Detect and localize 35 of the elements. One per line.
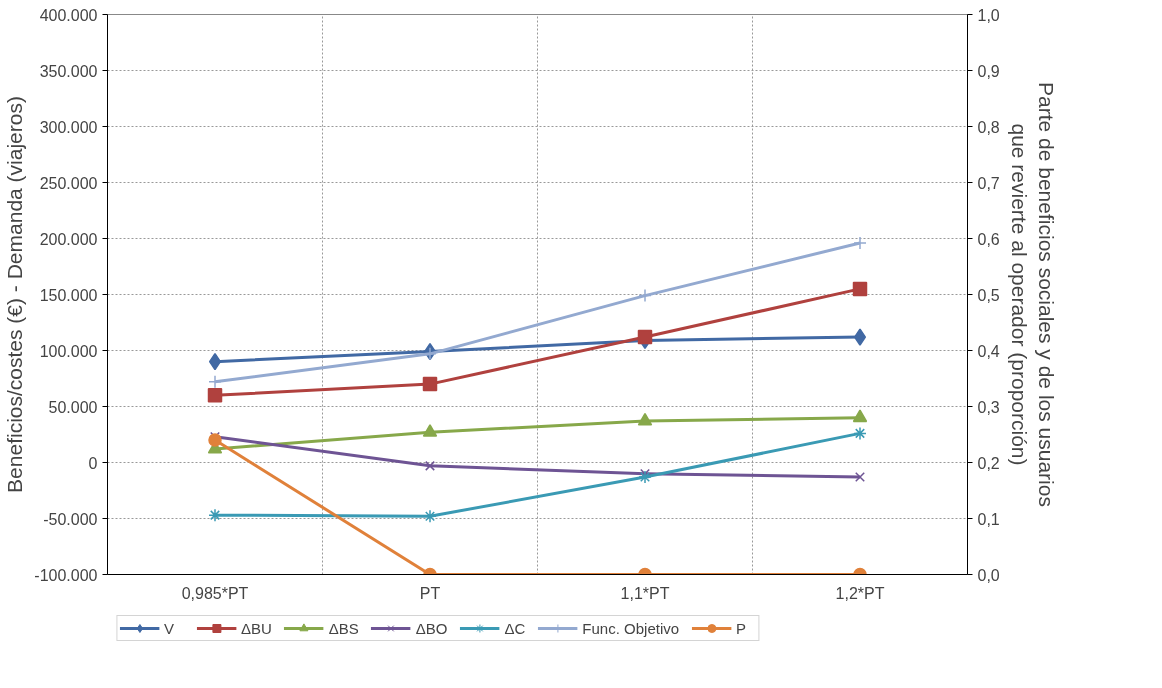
y-tick-label: 200.000	[39, 230, 98, 248]
y-tick-label: 300.000	[39, 118, 98, 136]
y-axis-title: Beneficios/costes (€) - Demanda (viajeros)	[3, 96, 27, 493]
y2-axis-title: Parte de beneficios sociales y de los usuarios que revierte al operador (proporción)	[1007, 82, 1059, 507]
x-tick-label: 1,2*PT	[835, 584, 885, 602]
y-tick-label: 100.000	[39, 342, 98, 360]
legend-label: P	[736, 619, 748, 637]
y2-tick-label: 0,8	[977, 118, 1000, 136]
y2-tick-label: 1,0	[977, 6, 1000, 24]
x-tick-label: 0,985*PT	[181, 584, 249, 602]
legend-label: Func. Objetivo	[582, 619, 680, 637]
y2-tick-label: 0,2	[977, 454, 1000, 472]
y-tick-label: 400.000	[39, 6, 98, 24]
y2-tick-label: 0,3	[977, 398, 1000, 416]
y2-tick-label: 0,9	[977, 62, 1000, 80]
y2-tick-label: 0,5	[977, 286, 1000, 304]
y2-tick-label: 0,1	[977, 510, 1000, 528]
legend-label: V	[163, 619, 175, 637]
y-tick-label: 350.000	[39, 62, 98, 80]
y2-tick-label: 0,7	[977, 174, 1000, 192]
y-tick-label: -100.000	[34, 566, 98, 584]
legend-label: ΔBS	[328, 619, 359, 637]
y-tick-label: 50.000	[48, 398, 98, 416]
y2-tick-label: 0,0	[977, 566, 1000, 584]
legend-label: ΔBU	[240, 619, 272, 637]
y2-tick-label: 0,6	[977, 230, 1000, 248]
y2-tick-label: 0,4	[977, 342, 1000, 360]
legend-label: ΔBO	[415, 619, 448, 637]
y-tick-label: 0	[88, 454, 98, 472]
legend-label: ΔC	[504, 619, 526, 637]
x-tick-label: 1,1*PT	[620, 584, 670, 602]
y-tick-label: 150.000	[39, 286, 98, 304]
x-tick-label: PT	[419, 584, 441, 602]
y-tick-label: -50.000	[43, 510, 98, 528]
y-tick-label: 250.000	[39, 174, 98, 192]
